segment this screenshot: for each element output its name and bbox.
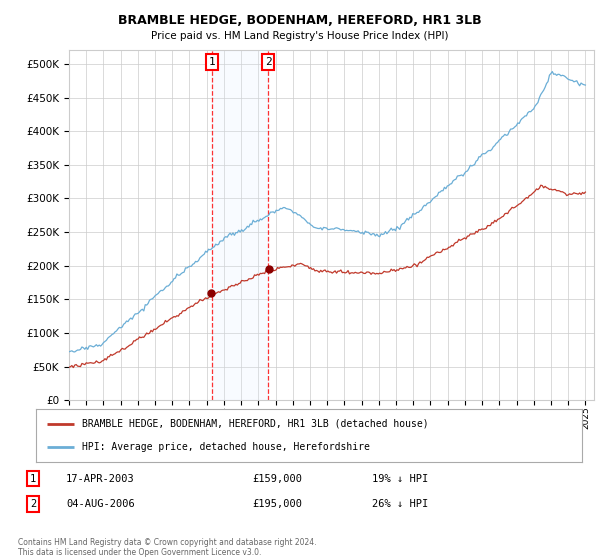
Text: £195,000: £195,000: [252, 499, 302, 509]
Text: 19% ↓ HPI: 19% ↓ HPI: [372, 474, 428, 484]
Text: 26% ↓ HPI: 26% ↓ HPI: [372, 499, 428, 509]
Text: 04-AUG-2006: 04-AUG-2006: [66, 499, 135, 509]
Text: BRAMBLE HEDGE, BODENHAM, HEREFORD, HR1 3LB: BRAMBLE HEDGE, BODENHAM, HEREFORD, HR1 3…: [118, 14, 482, 27]
Bar: [212, 50, 268, 400]
Text: 17-APR-2003: 17-APR-2003: [66, 474, 135, 484]
Text: 2: 2: [30, 499, 36, 509]
Text: 1: 1: [208, 57, 215, 67]
Text: £159,000: £159,000: [252, 474, 302, 484]
Text: BRAMBLE HEDGE, BODENHAM, HEREFORD, HR1 3LB (detached house): BRAMBLE HEDGE, BODENHAM, HEREFORD, HR1 3…: [82, 419, 429, 429]
Text: HPI: Average price, detached house, Herefordshire: HPI: Average price, detached house, Here…: [82, 442, 370, 452]
Text: 1: 1: [30, 474, 36, 484]
Text: Contains HM Land Registry data © Crown copyright and database right 2024.
This d: Contains HM Land Registry data © Crown c…: [18, 538, 317, 557]
Text: Price paid vs. HM Land Registry's House Price Index (HPI): Price paid vs. HM Land Registry's House …: [151, 31, 449, 41]
Text: 2: 2: [265, 57, 272, 67]
